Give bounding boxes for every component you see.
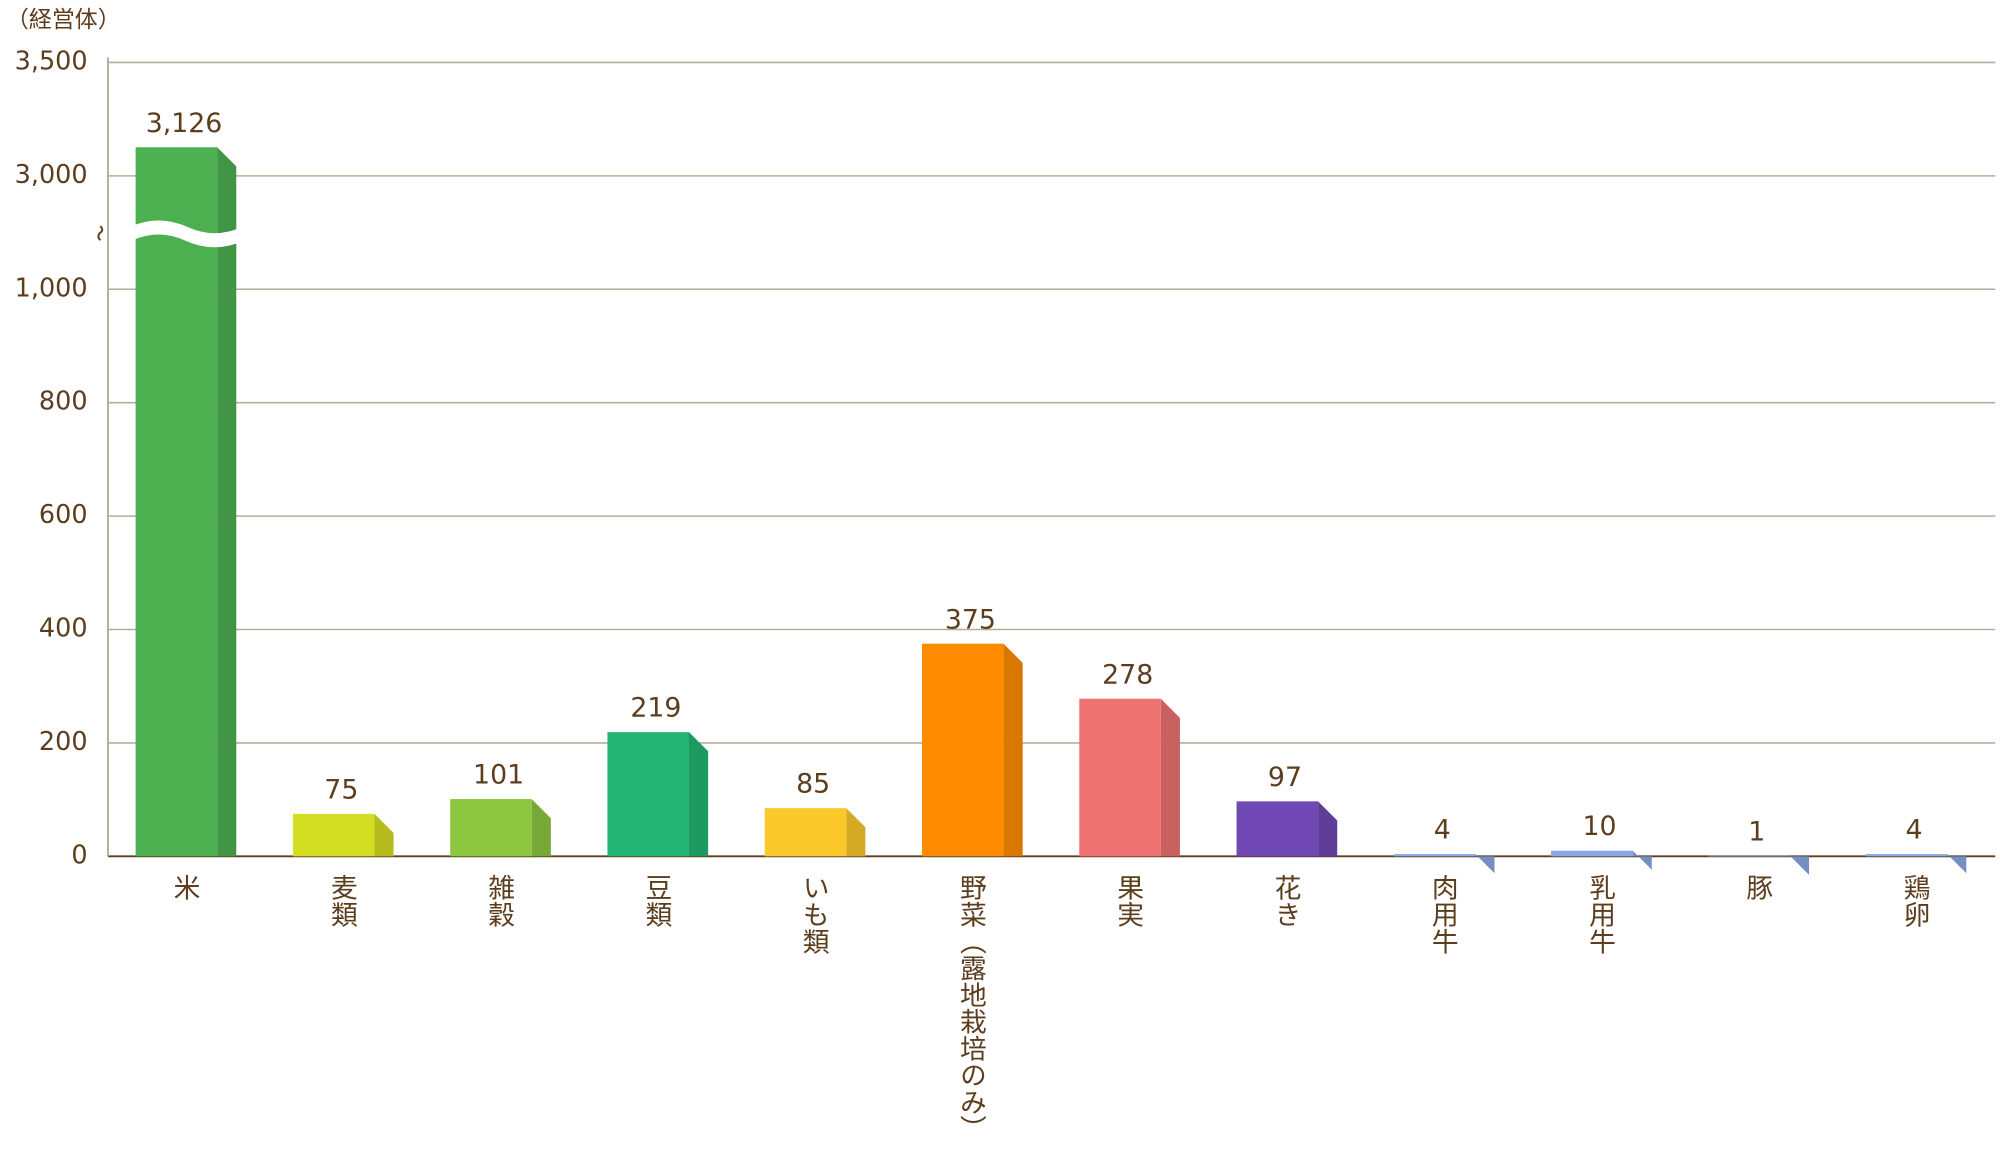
value-label: 1 — [1748, 816, 1765, 847]
bar-side — [1318, 801, 1338, 857]
y-tick-label: 1,000 — [15, 273, 88, 303]
x-tick-label: 鶏卵 — [1899, 874, 1930, 928]
bar-side — [531, 799, 551, 857]
x-tick-label: 豆類 — [640, 874, 671, 928]
y-tick-label: 3,000 — [15, 160, 88, 190]
bar-side — [1789, 855, 1810, 875]
y-tick-label: 0 — [71, 840, 87, 870]
value-label: 278 — [1102, 659, 1153, 690]
y-tick-label: 3,500 — [15, 46, 88, 76]
bar — [135, 147, 218, 857]
bar — [1708, 855, 1790, 857]
x-tick-label: 麦類 — [326, 874, 357, 928]
bar-side — [1160, 698, 1180, 857]
bar-side — [1003, 643, 1023, 857]
value-label: 375 — [945, 604, 996, 635]
bar — [1551, 850, 1633, 857]
bar-side — [689, 732, 709, 857]
axis-break — [128, 222, 245, 246]
value-label: 3,126 — [146, 108, 223, 139]
value-label: 219 — [630, 693, 681, 724]
y-axis-unit: （経営体） — [6, 7, 121, 33]
value-label: 85 — [796, 769, 830, 800]
value-label: 75 — [324, 774, 358, 805]
bar — [1236, 801, 1319, 857]
x-tick-label: 果実 — [1112, 874, 1143, 928]
bar — [922, 643, 1004, 857]
axis-break-mark — [97, 225, 104, 241]
x-tick-label: 豚 — [1741, 874, 1772, 901]
bar-side — [1632, 850, 1652, 870]
bar — [764, 808, 847, 857]
x-tick-label: 乳用牛 — [1584, 874, 1615, 955]
x-tick-label: 肉用牛 — [1427, 874, 1458, 955]
bar-side — [846, 808, 866, 857]
value-label: 4 — [1434, 815, 1451, 846]
bar-side — [1947, 854, 1967, 874]
bar — [292, 813, 375, 857]
bar-side — [217, 147, 237, 857]
bar — [1865, 854, 1948, 857]
x-tick-label: いも類 — [798, 874, 829, 954]
y-tick-label: 800 — [39, 387, 88, 417]
bar — [1079, 698, 1161, 857]
bar — [450, 799, 532, 857]
x-tick-label: 米 — [169, 874, 200, 901]
bar — [607, 732, 690, 857]
value-label: 101 — [473, 760, 524, 791]
y-tick-label: 200 — [39, 727, 88, 757]
x-tick-label: 花き — [1269, 874, 1300, 928]
x-tick-label: 野菜（露地栽培のみ） — [955, 874, 986, 1142]
x-tick-label: 雑穀 — [483, 874, 514, 928]
bar — [1393, 854, 1476, 857]
y-tick-label: 400 — [39, 614, 88, 644]
bar-side — [374, 813, 394, 857]
y-tick-label: 600 — [39, 500, 88, 530]
bar-side — [1475, 854, 1495, 874]
value-label: 97 — [1268, 762, 1302, 793]
value-label: 4 — [1906, 815, 1923, 846]
value-label: 10 — [1582, 811, 1616, 842]
